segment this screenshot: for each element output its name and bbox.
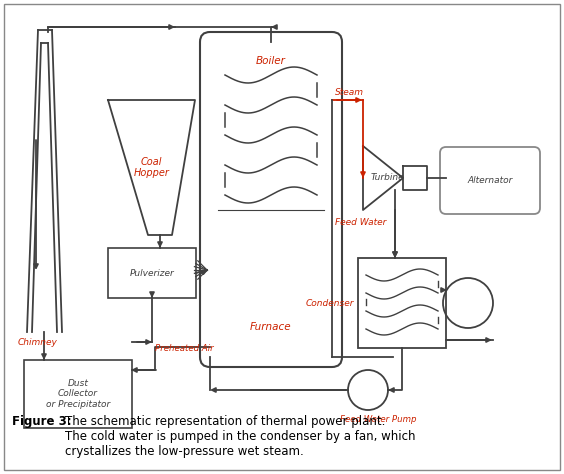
FancyBboxPatch shape bbox=[4, 4, 560, 470]
Text: Boiler: Boiler bbox=[256, 56, 286, 66]
Text: Dust
Collector
or Precipitator: Dust Collector or Precipitator bbox=[46, 379, 110, 409]
Text: Feed Water: Feed Water bbox=[335, 218, 386, 227]
Text: Feed Water Pump: Feed Water Pump bbox=[340, 415, 416, 424]
Text: Condenser: Condenser bbox=[306, 299, 354, 308]
Text: Coal
Hopper: Coal Hopper bbox=[134, 157, 169, 178]
Text: Alternator: Alternator bbox=[468, 176, 513, 185]
FancyBboxPatch shape bbox=[440, 147, 540, 214]
Bar bbox=[358, 258, 446, 348]
Text: Furnace: Furnace bbox=[250, 322, 292, 332]
Bar bbox=[24, 360, 132, 428]
Text: Pulverizer: Pulverizer bbox=[130, 268, 174, 277]
Text: Preheated Air: Preheated Air bbox=[155, 344, 214, 353]
Text: Figure 3:: Figure 3: bbox=[12, 415, 72, 428]
Text: Turbine: Turbine bbox=[370, 173, 404, 182]
Text: Steam: Steam bbox=[335, 88, 364, 97]
FancyBboxPatch shape bbox=[200, 32, 342, 367]
Text: Chimney: Chimney bbox=[18, 338, 58, 347]
Bar bbox=[108, 248, 196, 298]
Text: The schematic representation of thermal power plant.
The cold water is pumped in: The schematic representation of thermal … bbox=[65, 415, 416, 458]
